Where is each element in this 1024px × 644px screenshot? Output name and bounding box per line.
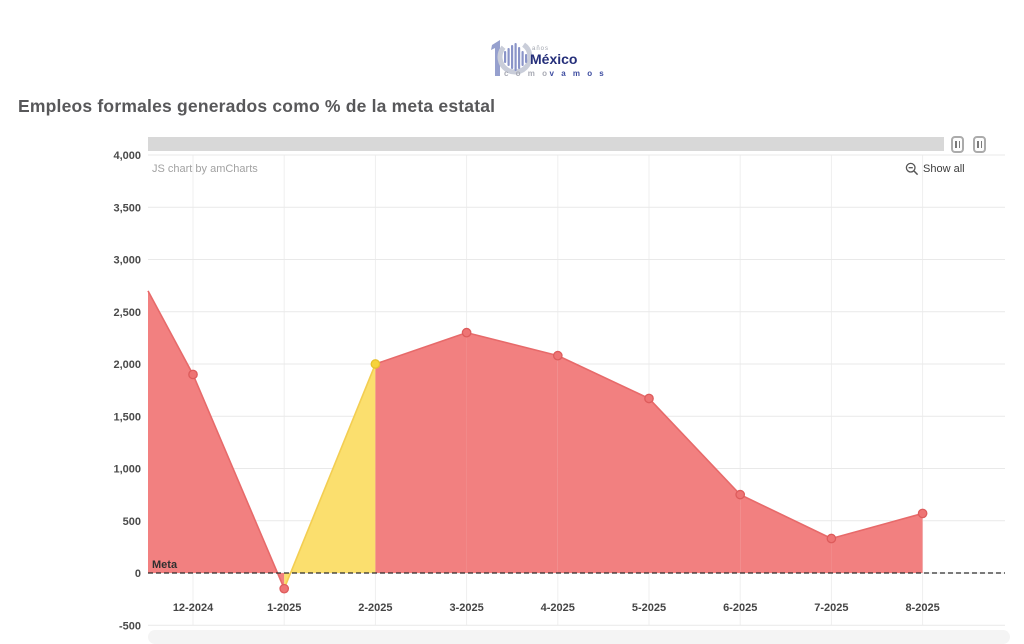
scrollbar-right-grip-icon[interactable] bbox=[973, 136, 986, 153]
meta-line-label: Meta bbox=[152, 559, 178, 571]
data-point-4-2025[interactable] bbox=[552, 350, 563, 361]
mcv-10-anniversary-icon bbox=[491, 39, 533, 76]
data-point-5-2025[interactable] bbox=[644, 393, 654, 404]
area-segment bbox=[831, 513, 923, 573]
series-line bbox=[831, 512, 923, 540]
y-axis-label: 1,500 bbox=[113, 411, 141, 423]
amcharts-credit-link[interactable]: JS chart by amCharts bbox=[152, 163, 258, 175]
data-point-6-2025[interactable] bbox=[735, 489, 746, 500]
series-line bbox=[192, 374, 285, 589]
show-all-button[interactable]: Show all bbox=[905, 162, 965, 176]
y-axis-label: -500 bbox=[119, 620, 141, 632]
logo-mexico-label: México bbox=[530, 51, 578, 67]
series-line bbox=[557, 354, 650, 400]
series-line bbox=[466, 331, 558, 357]
x-axis-label: 12-2024 bbox=[173, 602, 214, 614]
y-axis-label: 1,000 bbox=[113, 464, 141, 476]
area-segment bbox=[649, 398, 741, 573]
data-point-8-2025[interactable] bbox=[917, 508, 928, 519]
series-line bbox=[739, 493, 832, 540]
series-line bbox=[283, 363, 377, 589]
logo-como-label: c o m o bbox=[504, 68, 550, 78]
y-axis-label: 3,500 bbox=[113, 202, 141, 214]
bottom-scrollbar-track[interactable] bbox=[148, 630, 1010, 644]
scrollbar-left-grip-icon[interactable] bbox=[951, 136, 964, 153]
logo-vamos-label: v a m o s bbox=[549, 68, 607, 78]
y-axis-label: 2,500 bbox=[113, 307, 141, 319]
x-axis-label: 4-2025 bbox=[541, 602, 575, 614]
data-point-3-2025[interactable] bbox=[461, 327, 472, 338]
zoom-out-icon bbox=[905, 162, 919, 176]
y-axis-label: 4,000 bbox=[113, 150, 141, 162]
area-segment bbox=[375, 332, 467, 573]
area-segment bbox=[557, 355, 649, 573]
area-segment bbox=[740, 494, 832, 573]
x-axis-label: 1-2025 bbox=[267, 602, 301, 614]
logo-comovamos-label: c o m ov a m o s bbox=[504, 69, 606, 78]
x-axis-label: 6-2025 bbox=[723, 602, 757, 614]
y-axis-label: 2,000 bbox=[113, 359, 141, 371]
brand-logo-text: años México c o m ov a m o s bbox=[504, 46, 606, 78]
series-line bbox=[648, 397, 741, 496]
y-axis-label: 500 bbox=[123, 516, 141, 528]
x-axis-label: 7-2025 bbox=[814, 602, 848, 614]
data-point-12-2024[interactable] bbox=[188, 369, 198, 380]
x-axis-label: 2-2025 bbox=[358, 602, 392, 614]
chart-scrollbar-track[interactable] bbox=[148, 137, 944, 151]
area-segment bbox=[466, 332, 558, 573]
logo-anios-label: años bbox=[532, 46, 550, 52]
series-line bbox=[147, 290, 194, 375]
data-point-2-2025[interactable] bbox=[370, 359, 381, 369]
brand-logo: años México c o m ov a m o s bbox=[486, 34, 606, 84]
x-axis-label: 5-2025 bbox=[632, 602, 666, 614]
y-axis-label: 3,000 bbox=[113, 255, 141, 267]
data-point-1-2025[interactable] bbox=[279, 583, 290, 594]
data-point-7-2025[interactable] bbox=[826, 533, 837, 544]
y-axis-label: 0 bbox=[135, 568, 141, 580]
series-line bbox=[375, 331, 467, 365]
x-axis-label: 8-2025 bbox=[905, 602, 939, 614]
x-axis-label: 3-2025 bbox=[449, 602, 483, 614]
show-all-label: Show all bbox=[923, 163, 965, 175]
page-title: Empleos formales generados como % de la … bbox=[18, 96, 496, 116]
area-segment bbox=[148, 290, 193, 573]
